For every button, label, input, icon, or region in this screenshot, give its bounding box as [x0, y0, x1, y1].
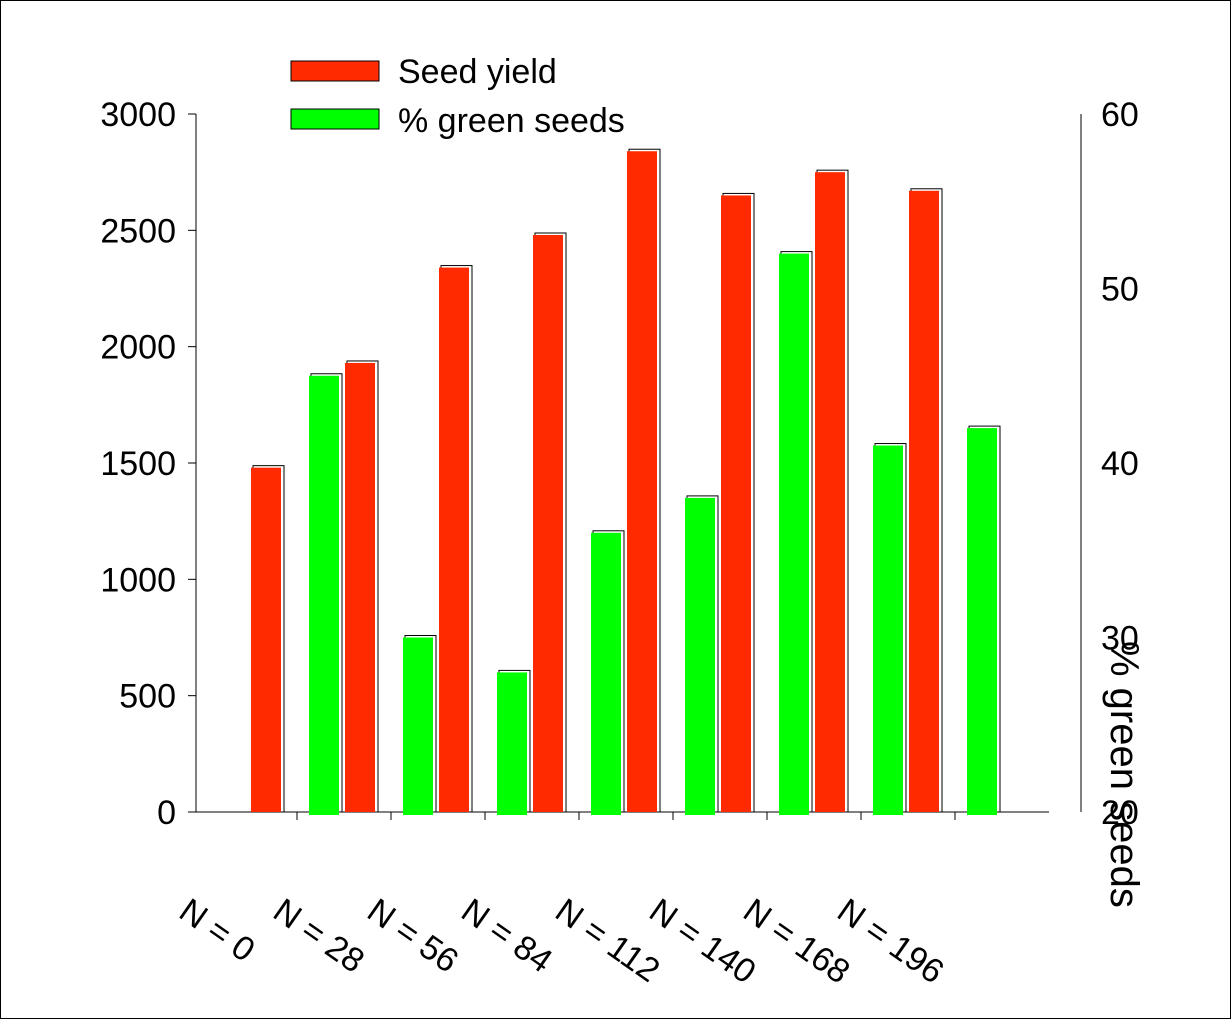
y-tick-label: 0	[157, 794, 176, 832]
bar-green-seeds	[873, 445, 903, 815]
bar-seed-yield	[627, 151, 657, 812]
bar-green-seeds	[403, 637, 433, 815]
x-tick-label: N = 196	[830, 891, 950, 991]
legend-swatch-green-seeds	[290, 108, 380, 130]
legend-label-seed-yield: Seed yield	[398, 53, 557, 91]
bar-seed-yield	[439, 267, 469, 812]
y2-tick-label: 20	[1101, 794, 1139, 832]
y-tick-label: 2500	[100, 212, 176, 250]
y2-tick-label: 60	[1101, 96, 1139, 134]
y2-tick-label: 30	[1101, 620, 1139, 658]
bar-seed-yield	[345, 362, 375, 812]
y-tick-label: 500	[119, 678, 176, 716]
y-tick-label: 1000	[100, 561, 176, 599]
bar-seed-yield	[251, 467, 281, 812]
x-tick-label: N = 112	[548, 891, 666, 990]
bar-seed-yield	[815, 172, 845, 812]
bar-green-seeds	[967, 428, 997, 815]
x-tick-label: N = 84	[454, 891, 559, 980]
legend-label-green-seeds: % green seeds	[398, 102, 625, 140]
x-tick-label: N = 168	[736, 891, 856, 991]
legend: Seed yield % green seeds	[290, 53, 625, 140]
x-tick-label: N = 56	[360, 891, 465, 980]
bar-seed-yield	[909, 190, 939, 812]
bar-green-seeds	[591, 532, 621, 815]
bars-group	[251, 148, 1001, 816]
x-tick-label: N = 140	[642, 891, 762, 991]
bar-seed-yield	[533, 234, 563, 812]
bar-green-seeds	[779, 253, 809, 816]
bar-green-seeds	[309, 375, 339, 815]
y2-tick-label: 50	[1101, 271, 1139, 309]
x-tick-label: N = 28	[266, 891, 371, 980]
bar-green-seeds	[685, 497, 715, 815]
y-tick-label: 1500	[100, 445, 176, 483]
y2-axis-title: % green seeds	[1102, 641, 1146, 908]
y-tick-label: 3000	[100, 96, 176, 134]
bar-green-seeds	[497, 672, 527, 815]
legend-swatch-seed-yield	[290, 60, 380, 82]
y2-tick-label: 40	[1101, 445, 1139, 483]
x-tick-label: N = 0	[172, 891, 261, 969]
bar-seed-yield	[721, 195, 751, 812]
y-tick-label: 2000	[100, 329, 176, 367]
